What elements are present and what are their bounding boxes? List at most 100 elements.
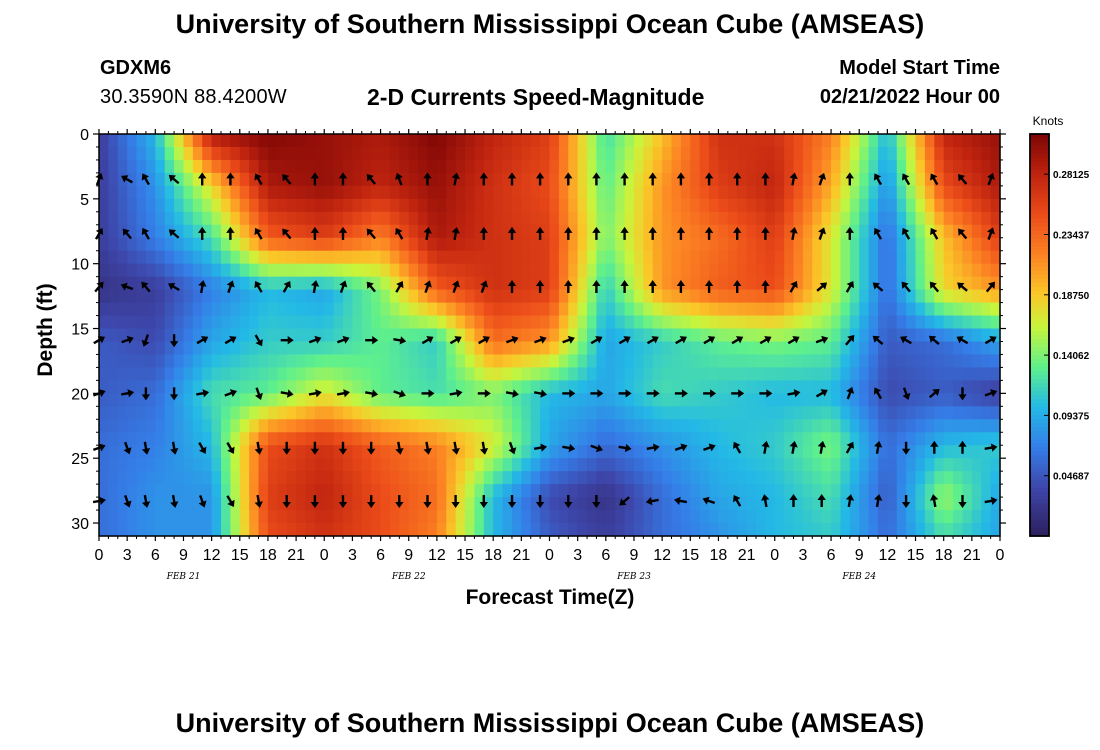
heatmap-cell: [192, 185, 203, 200]
heatmap-cell: [737, 497, 748, 511]
heatmap-cell: [831, 146, 842, 161]
heatmap-cell: [849, 432, 860, 446]
heatmap-cell: [568, 406, 579, 420]
heatmap-cell: [221, 185, 231, 200]
heatmap-cell: [549, 237, 560, 252]
colorbar-segment: [1030, 471, 1049, 477]
heatmap-cell: [877, 380, 888, 394]
heatmap-cell: [258, 237, 269, 252]
heatmap-cell: [455, 510, 466, 524]
heatmap-cell: [680, 198, 691, 213]
heatmap-cell: [155, 289, 166, 304]
heatmap-cell: [239, 419, 250, 433]
heatmap-cell: [183, 380, 194, 394]
heatmap-cell: [183, 237, 194, 252]
heatmap-cell: [577, 172, 588, 187]
heatmap-cell: [164, 328, 175, 343]
heatmap-cell: [840, 315, 851, 330]
heatmap-cell: [446, 237, 457, 252]
heatmap-cell: [615, 146, 626, 161]
heatmap-cell: [408, 198, 419, 213]
heatmap-cell: [164, 406, 175, 420]
heatmap-cell: [249, 497, 260, 511]
current-arrow: [451, 280, 460, 294]
heatmap-cell: [774, 354, 785, 369]
heatmap-cell: [718, 159, 729, 174]
heatmap-cell: [436, 198, 447, 213]
heatmap-cell: [981, 185, 992, 200]
heatmap-cell: [145, 198, 156, 213]
current-arrow: [645, 497, 659, 506]
heatmap-cell: [896, 185, 907, 200]
current-arrow: [508, 441, 517, 455]
heatmap-cell: [718, 134, 729, 148]
heatmap-cell: [849, 523, 860, 537]
heatmap-cell: [587, 367, 598, 381]
heatmap-cell: [793, 276, 804, 291]
heatmap-cell: [483, 419, 494, 433]
heatmap-cell: [465, 354, 476, 369]
heatmap-cell: [136, 523, 147, 537]
heatmap-cell: [690, 198, 701, 213]
heatmap-cell: [474, 445, 485, 459]
heatmap-cell: [127, 471, 138, 485]
heatmap-cell: [399, 211, 410, 226]
heatmap-cell: [286, 471, 297, 485]
heatmap-cell: [521, 497, 532, 511]
heatmap-cell: [793, 445, 804, 459]
current-arrow: [365, 336, 379, 345]
heatmap-cell: [493, 263, 504, 278]
heatmap-cell: [183, 484, 194, 498]
heatmap-cell: [117, 172, 128, 187]
heatmap-cell: [352, 289, 363, 304]
heatmap-cell: [408, 276, 419, 291]
heatmap-cell: [117, 341, 128, 356]
heatmap-cell: [587, 276, 598, 291]
heatmap-cell: [802, 146, 813, 161]
heatmap-cell: [258, 146, 269, 161]
heatmap-cell: [605, 484, 616, 498]
heatmap-cell: [418, 419, 429, 433]
heatmap-cell: [145, 341, 156, 356]
heatmap-cell: [652, 380, 663, 394]
heatmap-cell: [305, 276, 316, 291]
heatmap-cell: [314, 302, 325, 317]
heatmap-cell: [530, 302, 541, 317]
heatmap-cell: [821, 510, 832, 524]
heatmap-cell: [521, 211, 532, 226]
heatmap-cell: [530, 484, 541, 498]
x-tick-label: 3: [348, 547, 357, 564]
heatmap-cell: [915, 211, 926, 226]
colorbar-segment: [1030, 531, 1049, 537]
current-arrow: [535, 495, 545, 508]
heatmap-cell: [371, 159, 382, 174]
heatmap-cell: [296, 315, 307, 330]
x-tick-label: 0: [770, 547, 779, 564]
heatmap-cell: [127, 380, 138, 394]
heatmap-cell: [953, 146, 964, 161]
heatmap-cell: [530, 263, 541, 278]
heatmap-cell: [511, 302, 522, 317]
heatmap-cell: [596, 510, 607, 524]
heatmap-cell: [971, 393, 982, 407]
colorbar-segment: [1030, 294, 1049, 300]
heatmap-cell: [99, 263, 109, 278]
heatmap-cell: [192, 354, 203, 369]
heatmap-cell: [953, 198, 964, 213]
heatmap-cell: [474, 458, 485, 472]
colorbar-segment: [1030, 270, 1049, 276]
heatmap-cell: [145, 263, 156, 278]
heatmap-cell: [887, 510, 898, 524]
current-arrow: [731, 389, 745, 398]
heatmap-cell: [446, 211, 457, 226]
heatmap-cell: [887, 354, 898, 369]
heatmap-cell: [267, 263, 278, 278]
heatmap-cell: [493, 134, 504, 148]
heatmap-cell: [192, 172, 203, 187]
heatmap-cell: [530, 146, 541, 161]
heatmap-cell: [943, 302, 954, 317]
heatmap-cell: [446, 289, 457, 304]
heatmap-cell: [258, 497, 269, 511]
heatmap-cell: [352, 497, 363, 511]
heatmap-cell: [380, 134, 391, 148]
